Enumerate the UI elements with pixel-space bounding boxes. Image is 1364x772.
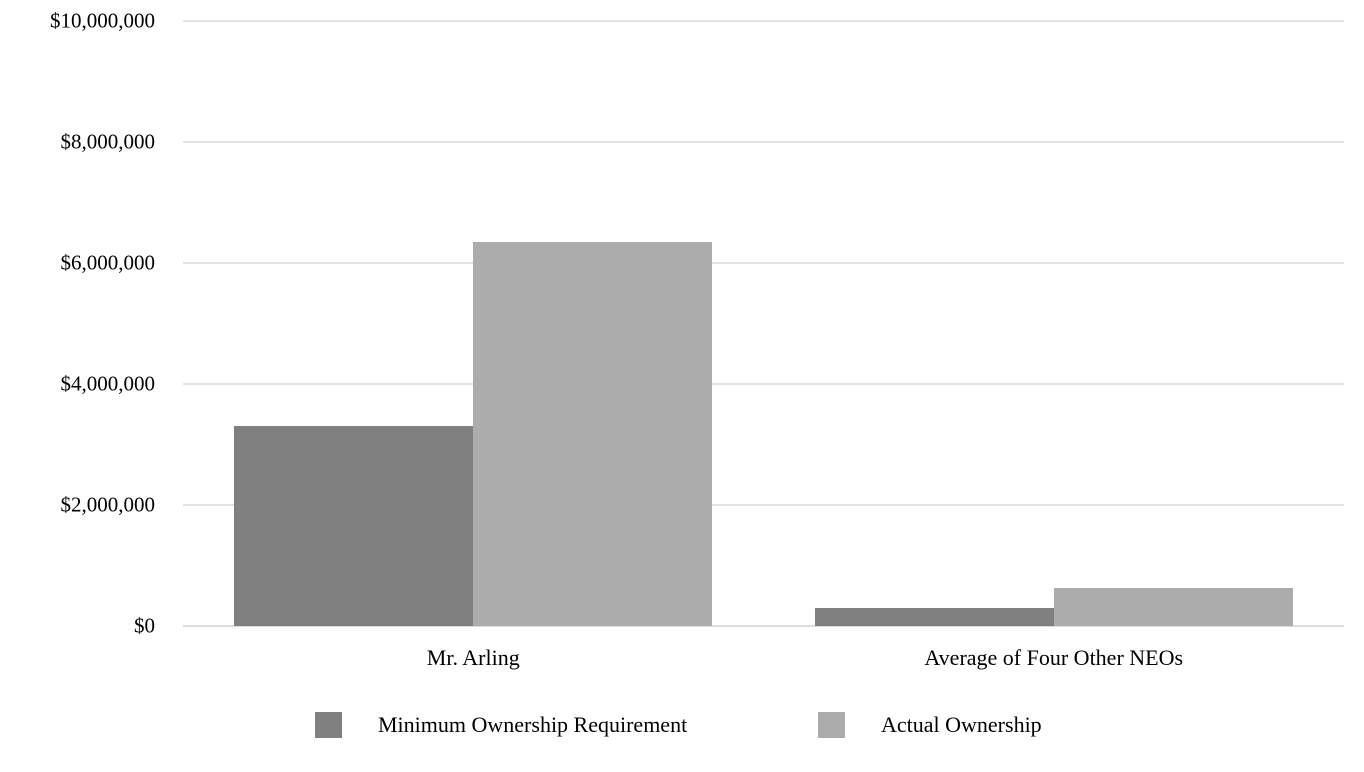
gridline xyxy=(183,141,1344,143)
legend-label: Minimum Ownership Requirement xyxy=(378,712,688,737)
bar-actual-cat1 xyxy=(1053,587,1293,626)
y-tick-label: $10,000,000 xyxy=(50,8,155,33)
legend-swatch-icon xyxy=(818,712,845,738)
y-tick-label: $4,000,000 xyxy=(60,371,156,396)
legend-label: Actual Ownership xyxy=(881,712,1042,737)
x-category-label: Average of Four Other NEOs xyxy=(924,645,1184,670)
x-axis-line xyxy=(183,625,1344,627)
bar-minimum-cat0 xyxy=(234,426,474,626)
bar-actual-cat0 xyxy=(473,241,713,626)
y-tick-label: $0 xyxy=(134,613,155,638)
gridline xyxy=(183,20,1344,22)
gridline xyxy=(183,383,1344,385)
y-tick-label: $2,000,000 xyxy=(60,492,156,517)
gridline xyxy=(183,504,1344,506)
y-tick-label: $6,000,000 xyxy=(60,250,156,275)
y-tick-label: $8,000,000 xyxy=(60,129,156,154)
bar-minimum-cat1 xyxy=(814,607,1054,626)
legend-swatch-icon xyxy=(315,712,342,738)
legend-item-actual-ownership: Actual Ownership xyxy=(818,712,1042,738)
legend-item-minimum-ownership-requirement: Minimum Ownership Requirement xyxy=(315,712,687,738)
x-category-label: Mr. Arling xyxy=(426,645,520,670)
gridline xyxy=(183,262,1344,264)
